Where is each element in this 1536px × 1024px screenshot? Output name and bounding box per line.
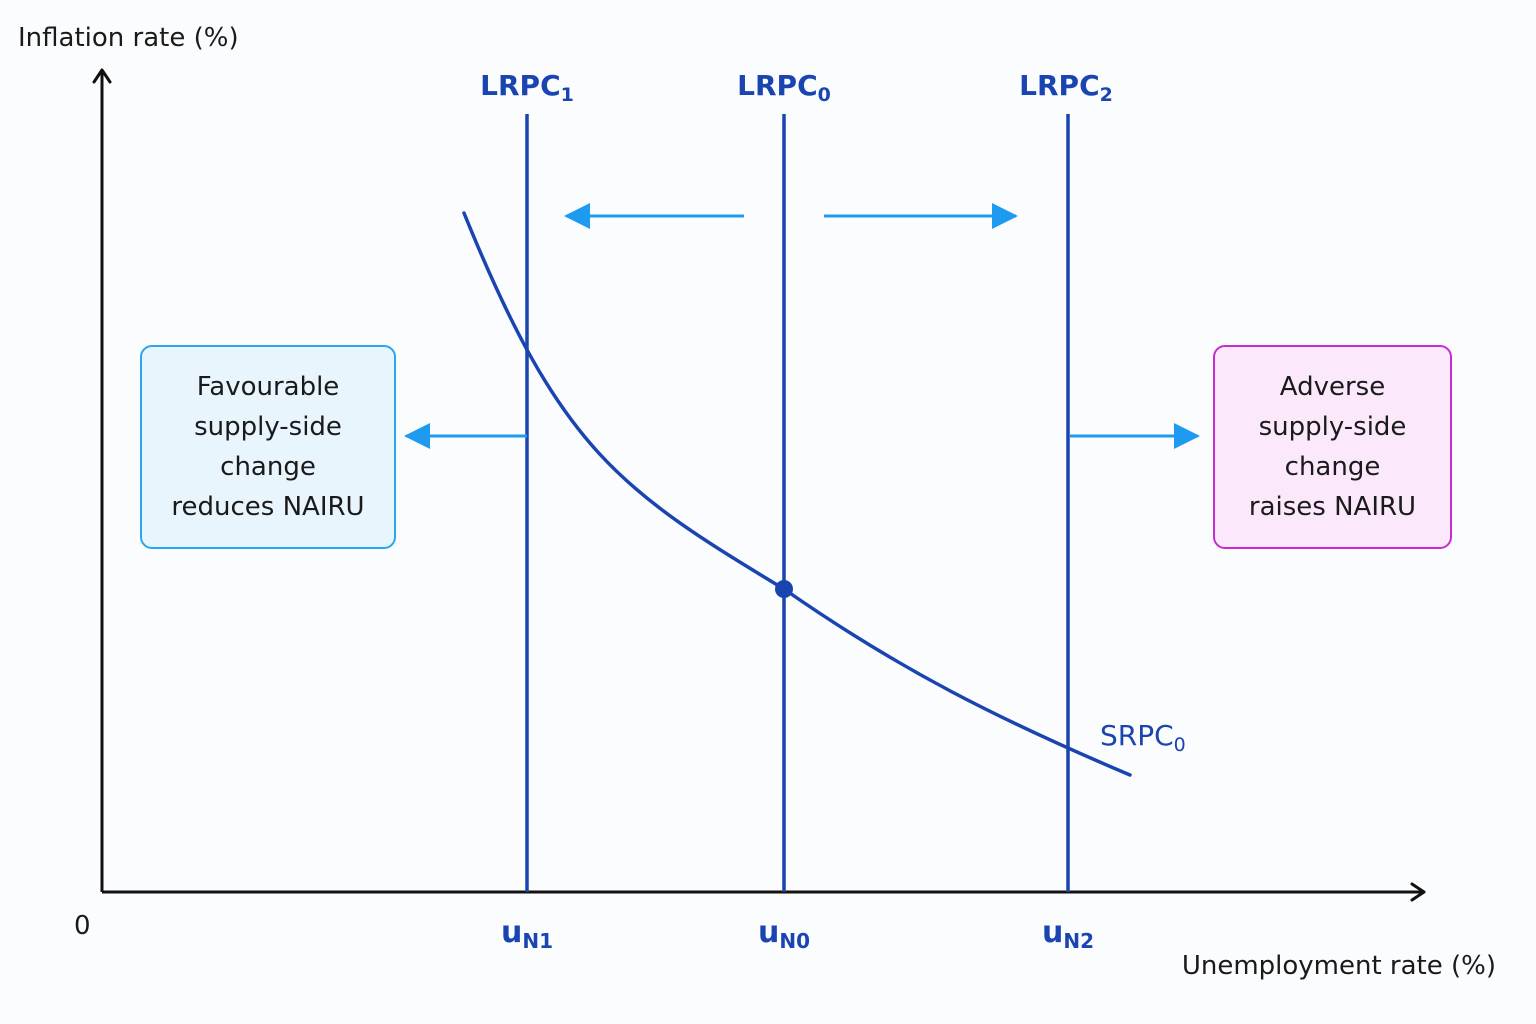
- nairu-u0-base: u: [758, 915, 779, 950]
- favourable-note-line-2: supply-side: [194, 412, 342, 442]
- favourable-note-line-1: Favourable: [196, 372, 340, 402]
- nairu-u2-label: uN2: [1042, 915, 1094, 953]
- favourable-note-line-4: reduces NAIRU: [171, 492, 365, 522]
- nairu-u1-base: u: [501, 915, 522, 950]
- nairu-u0-sub: N0: [779, 929, 810, 953]
- adverse-note-line-2: supply-side: [1258, 412, 1407, 442]
- adverse-note-line-4: raises NAIRU: [1248, 492, 1417, 522]
- lrpc1-label-base: LRPC: [480, 69, 560, 102]
- x-axis-title: Unemployment rate (%): [1182, 951, 1496, 981]
- lrpc0-label: LRPC0: [737, 69, 831, 106]
- y-axis-title: Inflation rate (%): [18, 23, 239, 53]
- nairu-u1-label: uN1: [501, 915, 553, 953]
- srpc0-label: SRPC0: [1100, 719, 1186, 756]
- srpc0-label-base: SRPC: [1100, 719, 1174, 752]
- origin-label: 0: [74, 911, 91, 941]
- nairu-u2-sub: N2: [1063, 929, 1094, 953]
- lrpc1-label-sub: 1: [561, 84, 574, 106]
- lrpc0-label-sub: 0: [818, 84, 831, 106]
- srpc0-label-sub: 0: [1174, 734, 1186, 756]
- favourable-change-note: Favourable supply-side change reduces NA…: [140, 345, 396, 549]
- equilibrium-point: [775, 580, 793, 598]
- lrpc0-label-base: LRPC: [737, 69, 817, 102]
- adverse-note-line-1: Adverse: [1279, 372, 1386, 402]
- nairu-u0-label: uN0: [758, 915, 810, 953]
- lrpc2-label: LRPC2: [1019, 69, 1113, 106]
- lrpc1-label: LRPC1: [480, 69, 574, 106]
- favourable-note-line-3: change: [220, 452, 316, 482]
- nairu-u1-sub: N1: [522, 929, 553, 953]
- srpc0-curve: [462, 211, 1132, 777]
- nairu-u2-base: u: [1042, 915, 1063, 950]
- lrpc2-label-base: LRPC: [1019, 69, 1099, 102]
- adverse-note-line-3: change: [1284, 452, 1381, 482]
- adverse-change-note: Adverse supply-side change raises NAIRU: [1213, 345, 1452, 549]
- lrpc2-label-sub: 2: [1100, 84, 1113, 106]
